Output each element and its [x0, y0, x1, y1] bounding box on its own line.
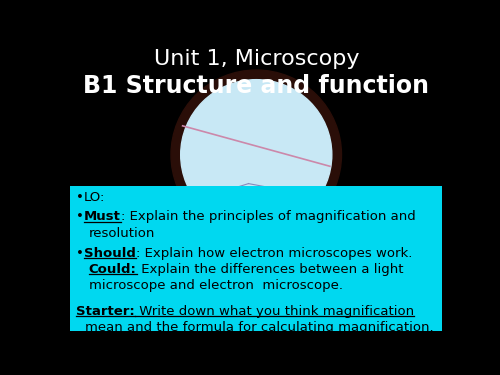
Text: Explain the differences between a light: Explain the differences between a light	[136, 263, 403, 276]
Text: •: •	[76, 210, 84, 224]
Text: Starter:: Starter:	[76, 305, 135, 318]
Text: : Explain the principles of magnification and: : Explain the principles of magnificatio…	[120, 210, 416, 224]
Text: B1 Structure and function: B1 Structure and function	[83, 74, 429, 98]
Ellipse shape	[180, 80, 332, 230]
Text: microscope and electron  microscope.: microscope and electron microscope.	[89, 279, 343, 292]
Text: resolution: resolution	[89, 227, 155, 240]
Text: •: •	[76, 191, 84, 204]
Text: Should: Should	[84, 246, 136, 259]
Text: •: •	[76, 246, 84, 259]
Text: LO:: LO:	[84, 191, 105, 204]
FancyBboxPatch shape	[70, 186, 442, 331]
Ellipse shape	[171, 70, 342, 239]
Text: Could:: Could:	[89, 263, 136, 276]
Text: Unit 1, Microscopy: Unit 1, Microscopy	[154, 50, 359, 69]
Text: : Explain how electron microscopes work.: : Explain how electron microscopes work.	[136, 246, 412, 259]
Text: Must: Must	[84, 210, 120, 224]
Text: Write down what you think magnification: Write down what you think magnification	[135, 305, 414, 318]
Text: mean and the formula for calculating magnification.: mean and the formula for calculating mag…	[85, 321, 434, 334]
